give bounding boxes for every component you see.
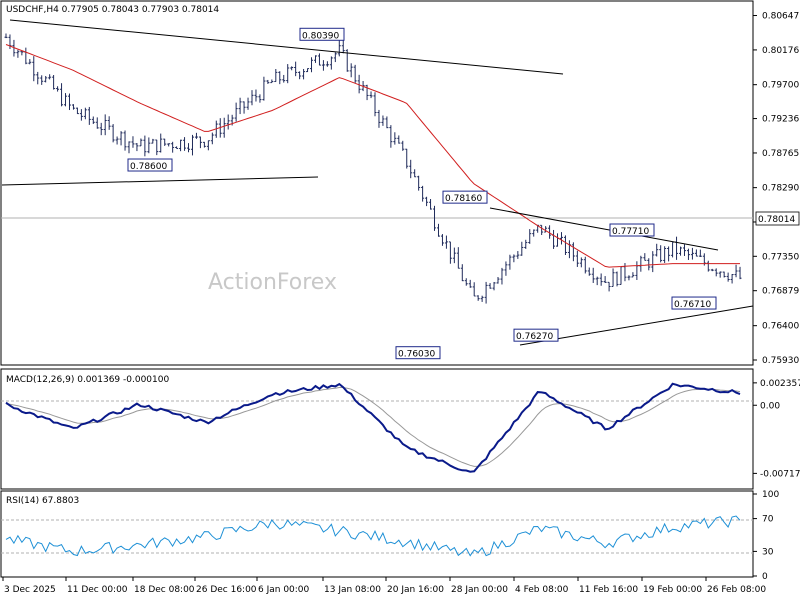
- price-annotation: 0.76710: [674, 300, 711, 310]
- price-tick-label: 0.78290: [762, 184, 799, 194]
- rsi-tick-label: 0: [762, 572, 768, 582]
- price-tick-label: 0.79236: [762, 115, 799, 125]
- price-tick-label: 0.77350: [762, 252, 799, 262]
- time-tick-label: 19 Feb 00:00: [643, 585, 702, 595]
- price-annotation-box: [442, 190, 488, 204]
- macd-tick-label: 0.00: [760, 401, 780, 411]
- symbol-header: USDCHF,H4 0.77905 0.78043 0.77903 0.7801…: [6, 5, 219, 15]
- time-tick-label: 28 Jan 00:00: [451, 585, 508, 595]
- current-price-tag: [755, 211, 800, 226]
- time-tick-label: 11 Feb 16:00: [579, 585, 638, 595]
- trendline-lower-left: [1, 176, 319, 186]
- rsi-line: [5, 515, 741, 557]
- moving-average-line: [5, 44, 740, 268]
- price-tick-label: 0.75930: [762, 356, 799, 366]
- time-tick-label: 6 Jan 00:00: [258, 585, 310, 595]
- macd-panel: [0, 368, 754, 490]
- macd-tick-label: 0.002357: [760, 379, 800, 389]
- price-annotation: 0.76030: [398, 350, 435, 360]
- price-annotation-box: [513, 328, 559, 342]
- macd-axis: 0.002357 0.00 -0.007172: [753, 379, 800, 479]
- price-tick-label: 0.79700: [762, 81, 799, 91]
- time-tick-label: 13 Jan 08:00: [324, 585, 381, 595]
- price-annotation: 0.76270: [516, 332, 553, 342]
- price-annotation: 0.78160: [445, 194, 482, 204]
- price-annotations: 0.80390 0.78600 0.78160 0.77710 0.76710 0.762…: [127, 27, 717, 360]
- price-panel: [0, 0, 754, 366]
- price-annotation-box: [609, 223, 655, 237]
- trendline-upper-right: [489, 207, 719, 251]
- price-annotation-box: [671, 296, 717, 310]
- watermark: ActionForex: [208, 270, 337, 295]
- time-tick-label: 18 Dec 08:00: [134, 585, 195, 595]
- trendline-upper-left: [9, 19, 564, 75]
- price-annotation: 0.80390: [302, 31, 339, 41]
- current-price-label: 0.78014: [758, 215, 795, 225]
- price-tick-label: 0.76400: [762, 322, 799, 332]
- rsi-label: RSI(14) 67.8803: [6, 496, 79, 506]
- price-tick-label: 0.80176: [762, 46, 799, 56]
- price-bars: [4, 33, 742, 304]
- price-annotation-box: [395, 346, 441, 360]
- price-tick-label: 0.76879: [762, 287, 799, 297]
- time-axis: 3 Dec 2025 11 Dec 00:00 18 Dec 08:00 26 Dec…: [2, 577, 766, 595]
- rsi-axis: 100 70 30 0: [753, 490, 779, 582]
- time-tick-label: 3 Dec 2025: [4, 585, 56, 595]
- macd-tick-label: -0.007172: [760, 469, 800, 479]
- time-tick-label: 26 Dec 16:00: [196, 585, 257, 595]
- price-tick-label: 0.78765: [762, 149, 799, 159]
- time-tick-label: 4 Feb 08:00: [515, 585, 569, 595]
- price-annotation: 0.77710: [612, 227, 649, 237]
- price-annotation: 0.78600: [130, 162, 167, 172]
- rsi-tick-label: 100: [762, 490, 779, 500]
- price-tick-label: 0.80647: [762, 12, 799, 22]
- price-annotation-box: [299, 27, 345, 41]
- macd-line: [5, 382, 741, 473]
- price-annotation-box: [127, 158, 173, 172]
- trendline-lower-right: [519, 305, 754, 346]
- time-tick-label: 26 Feb 08:00: [707, 585, 766, 595]
- macd-label: MACD(12,26,9) 0.001369 -0.000100: [6, 375, 169, 385]
- trendlines: [1, 19, 754, 346]
- time-tick-label: 11 Dec 00:00: [67, 585, 128, 595]
- time-tick-label: 20 Jan 16:00: [387, 585, 444, 595]
- rsi-tick-label: 70: [762, 515, 774, 525]
- rsi-tick-label: 30: [762, 547, 774, 557]
- rsi-panel: [0, 490, 754, 578]
- price-axis: 0.80647 0.80176 0.79700 0.79236 0.78765 0.782…: [753, 12, 799, 366]
